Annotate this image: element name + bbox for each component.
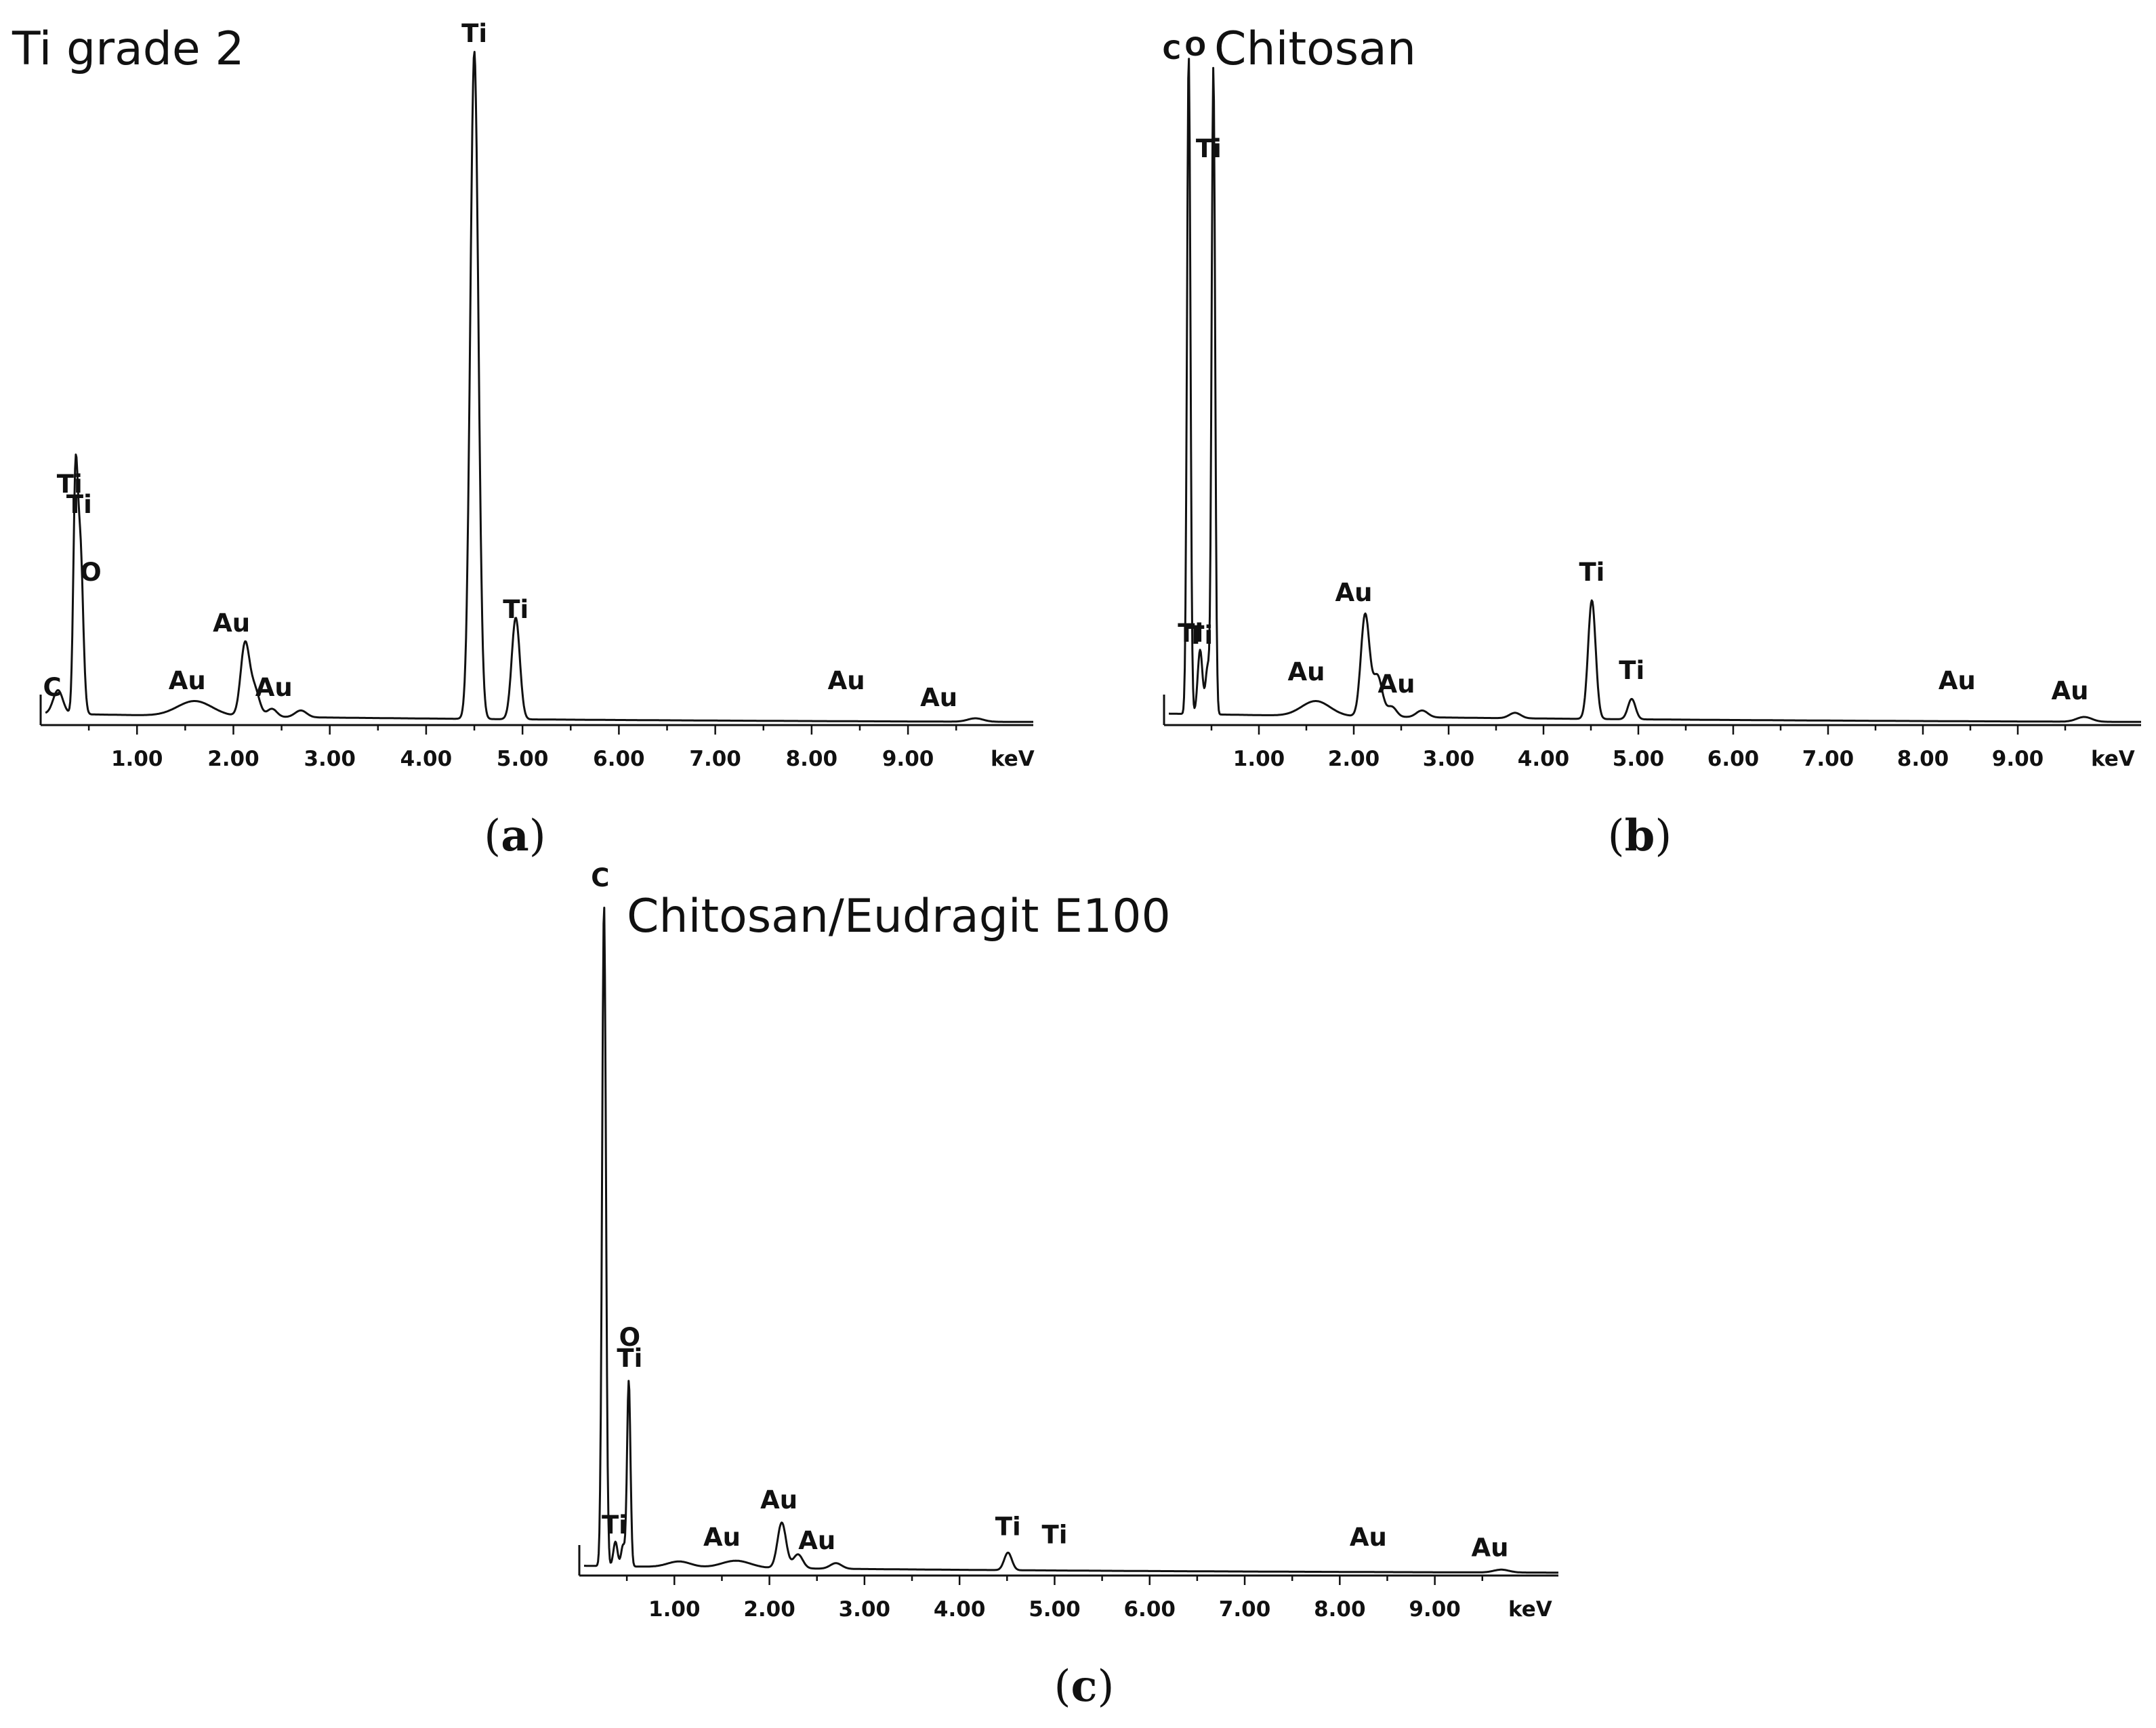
panel-title: Chitosan xyxy=(1214,22,1416,76)
spectrum-line xyxy=(583,907,1559,1574)
spectrum-line xyxy=(1168,58,2142,723)
panel-title: Chitosan/Eudragit E100 xyxy=(627,890,1171,943)
peak-label: Au xyxy=(920,683,957,712)
peak-label: Ti xyxy=(1178,619,1203,648)
peak-label: Au xyxy=(703,1523,741,1552)
panel-caption: (b) xyxy=(1608,810,1672,861)
panel-title: Ti grade 2 xyxy=(12,22,245,76)
peak-label: Ti xyxy=(617,1344,642,1373)
x-tick-label: 3.00 xyxy=(839,1597,891,1622)
x-tick-label: 7.00 xyxy=(1802,747,1854,771)
x-tick-label: 1.00 xyxy=(648,1597,701,1622)
spectrum-chart-a: 1.00 2.00 3.00 4.00 5.00 6.00 7.00 8.00 9.00 keV C… xyxy=(12,19,1035,861)
peak-label: O xyxy=(1184,33,1205,62)
peak-label: Au xyxy=(828,666,865,695)
peak-label: Au xyxy=(1288,657,1325,686)
peak-label: Ti xyxy=(1619,656,1644,685)
x-tick-label: 2.00 xyxy=(743,1597,795,1622)
x-axis-unit-label: keV xyxy=(991,747,1035,771)
peak-label: Au xyxy=(1335,578,1373,607)
peak-label: Ti xyxy=(503,595,528,624)
x-tick-label: 4.00 xyxy=(1518,747,1570,771)
peak-label: Au xyxy=(1939,666,1976,695)
panel-caption-letter: c xyxy=(1071,1661,1098,1712)
peak-label: Ti xyxy=(1579,558,1604,587)
x-tick-label: 1.00 xyxy=(111,747,163,771)
x-tick-label: 6.00 xyxy=(1123,1597,1176,1622)
peak-label: Au xyxy=(2052,676,2089,705)
panel-caption-letter: a xyxy=(501,810,528,861)
x-tick-label: 4.00 xyxy=(934,1597,986,1622)
peak-label: Au xyxy=(798,1526,835,1555)
peak-label: Au xyxy=(1350,1523,1387,1552)
x-tick-label: 6.00 xyxy=(593,747,645,771)
spectrum-line xyxy=(45,51,1034,723)
x-axis-unit-label: keV xyxy=(1508,1597,1552,1622)
peak-label: Ti xyxy=(1041,1521,1067,1550)
peak-label: Ti xyxy=(995,1512,1021,1541)
panel-caption: (a) xyxy=(484,810,545,861)
peak-label: C xyxy=(591,863,609,892)
peak-label: Ti xyxy=(461,19,487,48)
x-tick-label: 9.00 xyxy=(1409,1597,1461,1622)
peak-label: Au xyxy=(760,1485,797,1515)
x-tick-label: 8.00 xyxy=(1897,747,1949,771)
x-tick-label: 5.00 xyxy=(1029,1597,1081,1622)
x-tick-label: 7.00 xyxy=(689,747,741,771)
peak-label: Ti xyxy=(602,1510,627,1540)
x-tick-label: 5.00 xyxy=(497,747,549,771)
x-tick-label: 6.00 xyxy=(1707,747,1760,771)
peak-label: Ti xyxy=(1196,134,1222,163)
peak-label: Au xyxy=(255,673,293,702)
x-tick-label: 9.00 xyxy=(882,747,934,771)
peak-label: O xyxy=(80,558,101,587)
x-tick-label: 5.00 xyxy=(1613,747,1665,771)
x-tick-label: 3.00 xyxy=(304,747,356,771)
panel-caption-letter: b xyxy=(1625,810,1655,861)
x-tick-label: 8.00 xyxy=(786,747,838,771)
peak-label: Ti xyxy=(57,470,83,499)
x-tick-label: 9.00 xyxy=(1992,747,2044,771)
peak-label: Au xyxy=(1471,1533,1508,1562)
spectrum-chart-c: 1.00 2.00 3.00 4.00 5.00 6.00 7.00 8.00 9.00 keV C… xyxy=(578,863,1559,1712)
peak-label: Au xyxy=(213,609,250,638)
panel-caption: (c) xyxy=(1054,1661,1115,1712)
peak-label: C xyxy=(43,673,61,702)
x-tick-label: 8.00 xyxy=(1314,1597,1366,1622)
x-tick-label: 4.00 xyxy=(400,747,453,771)
peak-label: Au xyxy=(1378,670,1415,699)
peak-label: Au xyxy=(169,666,206,695)
x-tick-label: 1.00 xyxy=(1233,747,1285,771)
x-tick-label: 2.00 xyxy=(207,747,260,771)
x-tick-label: 7.00 xyxy=(1219,1597,1271,1622)
x-tick-label: 2.00 xyxy=(1328,747,1380,771)
peak-label: C xyxy=(1163,36,1181,65)
peak-label: Ti xyxy=(66,490,92,519)
x-axis-unit-label: keV xyxy=(2091,747,2135,771)
spectrum-chart-b: 1.00 2.00 3.00 4.00 5.00 6.00 7.00 8.00 9.00 keV C… xyxy=(1163,22,2142,861)
peak-label: Ti xyxy=(1187,621,1213,650)
peak-label: O xyxy=(619,1323,640,1352)
x-tick-label: 3.00 xyxy=(1423,747,1475,771)
